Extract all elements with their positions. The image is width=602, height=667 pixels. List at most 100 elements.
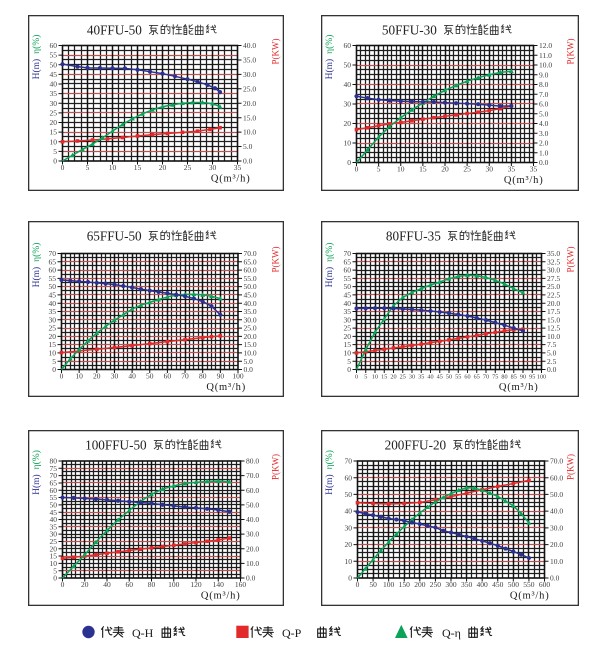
svg-text:100: 100 — [168, 580, 180, 589]
svg-text:5: 5 — [53, 566, 57, 575]
svg-text:80: 80 — [501, 373, 507, 380]
svg-text:20.0: 20.0 — [243, 332, 256, 341]
svg-text:20: 20 — [343, 332, 351, 341]
svg-text:65: 65 — [473, 373, 479, 380]
svg-text:70: 70 — [181, 371, 189, 380]
svg-text:Q(m³/h): Q(m³/h) — [200, 591, 240, 602]
svg-text:100: 100 — [536, 373, 545, 380]
svg-text:5: 5 — [53, 146, 57, 155]
svg-text:350: 350 — [460, 580, 472, 589]
svg-text:30: 30 — [408, 373, 414, 380]
svg-text:0: 0 — [59, 371, 63, 380]
svg-text:35.0: 35.0 — [243, 55, 256, 64]
svg-text:0: 0 — [53, 156, 57, 165]
svg-text:15: 15 — [48, 340, 56, 349]
svg-text:20.0: 20.0 — [547, 299, 560, 308]
svg-text:0: 0 — [53, 574, 57, 583]
svg-text:25: 25 — [343, 324, 351, 333]
svg-text:5: 5 — [85, 162, 89, 171]
svg-text:60.0: 60.0 — [243, 266, 256, 275]
svg-text:0: 0 — [60, 580, 64, 589]
svg-text:20: 20 — [49, 544, 57, 553]
svg-text:7.0: 7.0 — [539, 89, 549, 98]
svg-text:0: 0 — [355, 580, 359, 589]
svg-text:20: 20 — [390, 373, 396, 380]
svg-text:45: 45 — [436, 373, 442, 380]
svg-text:10: 10 — [371, 373, 377, 380]
svg-text:4.0: 4.0 — [539, 119, 549, 128]
svg-text:40.0: 40.0 — [243, 299, 256, 308]
svg-text:Q(m³/h): Q(m³/h) — [206, 382, 246, 393]
svg-text:500: 500 — [507, 580, 519, 589]
svg-text:55: 55 — [455, 373, 461, 380]
svg-text:Q(m³/h): Q(m³/h) — [509, 591, 549, 602]
svg-text:30: 30 — [344, 523, 352, 532]
svg-text:25.0: 25.0 — [243, 324, 256, 333]
svg-text:40: 40 — [343, 80, 351, 89]
svg-text:35: 35 — [507, 164, 515, 173]
svg-text:25: 25 — [48, 324, 56, 333]
svg-text:65: 65 — [48, 257, 56, 266]
svg-text:35.0: 35.0 — [243, 307, 256, 316]
svg-text:5.0: 5.0 — [547, 349, 557, 358]
svg-text:50: 50 — [369, 580, 377, 589]
svg-text:5.0: 5.0 — [243, 357, 253, 366]
svg-text:P(KW): P(KW) — [565, 38, 575, 64]
svg-text:55: 55 — [49, 493, 57, 502]
svg-text:P(KW): P(KW) — [270, 454, 280, 480]
svg-text:60: 60 — [163, 371, 171, 380]
svg-text:70: 70 — [344, 457, 352, 466]
svg-text:20: 20 — [343, 119, 351, 128]
svg-text:P(KW): P(KW) — [270, 247, 280, 273]
svg-text:25: 25 — [49, 108, 57, 117]
svg-text:70.0: 70.0 — [246, 471, 259, 480]
svg-text:P(KW): P(KW) — [565, 454, 575, 480]
svg-text:80: 80 — [198, 371, 206, 380]
svg-text:20.0: 20.0 — [243, 98, 256, 107]
svg-text:35: 35 — [343, 307, 351, 316]
svg-text:0: 0 — [347, 365, 351, 374]
svg-text:15: 15 — [133, 162, 141, 171]
svg-text:0: 0 — [60, 162, 64, 171]
svg-text:50: 50 — [343, 60, 351, 69]
svg-text:5: 5 — [347, 357, 351, 366]
svg-text:8.0: 8.0 — [539, 80, 549, 89]
svg-text:Q-P: Q-P — [282, 626, 302, 640]
svg-text:0.0: 0.0 — [539, 158, 549, 167]
svg-text:40: 40 — [49, 515, 57, 524]
svg-text:0.0: 0.0 — [246, 574, 256, 583]
svg-text:65FFU-50: 65FFU-50 — [86, 229, 141, 244]
svg-text:15: 15 — [419, 164, 427, 173]
svg-text:25: 25 — [49, 537, 57, 546]
svg-text:20: 20 — [344, 540, 352, 549]
svg-text:20: 20 — [48, 332, 56, 341]
svg-text:9.0: 9.0 — [539, 70, 549, 79]
svg-text:45: 45 — [48, 291, 56, 300]
svg-text:160: 160 — [234, 580, 246, 589]
svg-text:35: 35 — [418, 373, 424, 380]
svg-text:0.0: 0.0 — [243, 365, 253, 374]
svg-text:0: 0 — [52, 365, 56, 374]
svg-text:70: 70 — [49, 471, 57, 480]
svg-text:55: 55 — [48, 274, 56, 283]
svg-text:Q(m³/h): Q(m³/h) — [210, 173, 250, 184]
svg-text:10: 10 — [343, 138, 351, 147]
svg-text:15.0: 15.0 — [243, 340, 256, 349]
svg-text:17.5: 17.5 — [547, 307, 560, 316]
svg-text:40.0: 40.0 — [550, 507, 563, 516]
svg-text:200FFU-20: 200FFU-20 — [384, 438, 446, 453]
svg-text:7.5: 7.5 — [547, 340, 557, 349]
svg-text:60.0: 60.0 — [550, 473, 563, 482]
svg-text:85: 85 — [510, 373, 516, 380]
svg-text:65: 65 — [343, 257, 351, 266]
svg-text:400: 400 — [476, 580, 488, 589]
svg-text:15: 15 — [381, 373, 387, 380]
svg-text:30.0: 30.0 — [547, 266, 560, 275]
svg-text:6.0: 6.0 — [539, 99, 549, 108]
svg-text:30: 30 — [343, 99, 351, 108]
svg-text:5: 5 — [364, 373, 367, 380]
svg-text:60: 60 — [49, 41, 57, 50]
svg-text:300: 300 — [445, 580, 457, 589]
svg-text:10: 10 — [48, 349, 56, 358]
svg-text:10: 10 — [397, 164, 405, 173]
